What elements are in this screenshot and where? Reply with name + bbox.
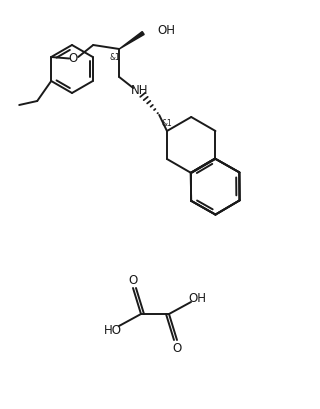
Text: &1: &1 bbox=[161, 119, 172, 128]
Polygon shape bbox=[119, 31, 144, 49]
Text: O: O bbox=[128, 274, 138, 286]
Text: O: O bbox=[172, 342, 182, 355]
Text: OH: OH bbox=[188, 292, 206, 304]
Text: HO: HO bbox=[104, 324, 122, 337]
Text: &1: &1 bbox=[109, 52, 120, 61]
Text: O: O bbox=[68, 52, 78, 65]
Text: OH: OH bbox=[157, 25, 175, 38]
Text: NH: NH bbox=[131, 85, 148, 97]
